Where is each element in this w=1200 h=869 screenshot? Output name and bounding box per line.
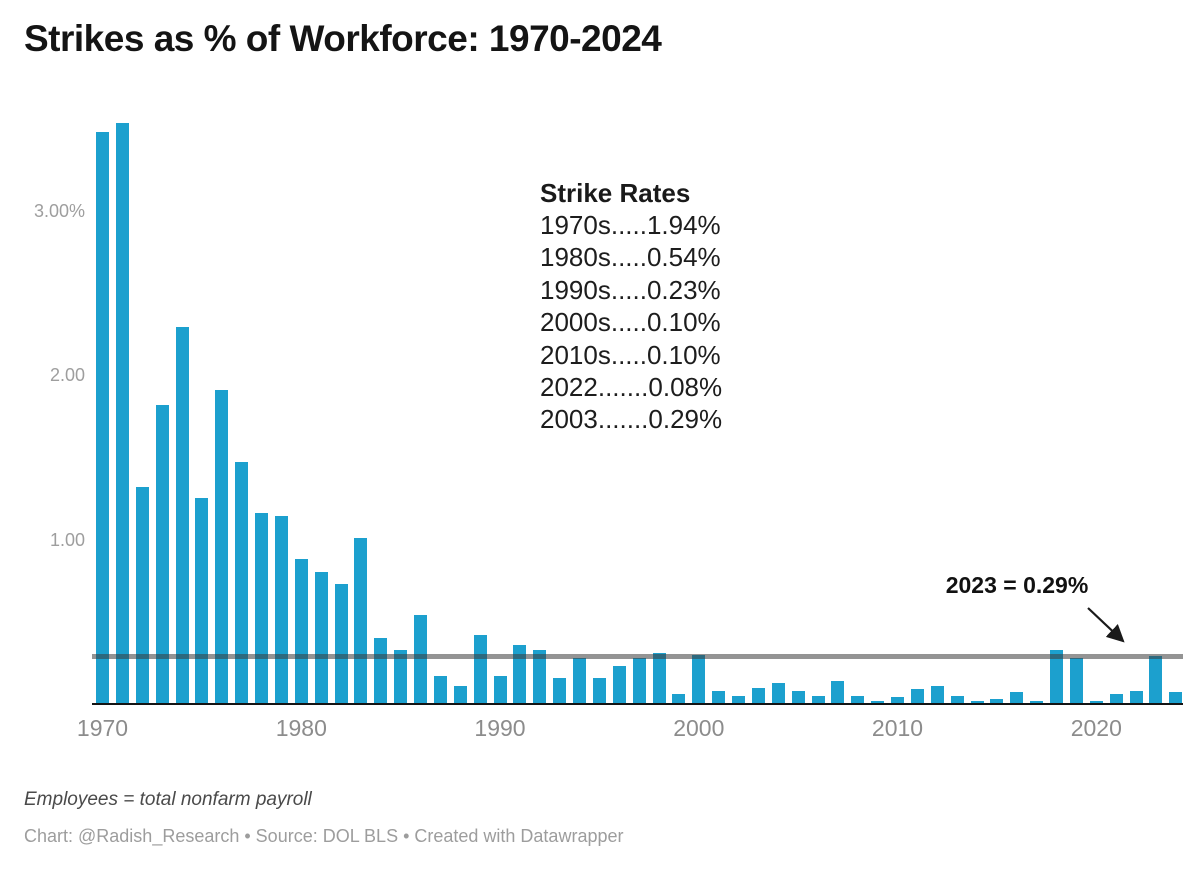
bar-2001[interactable] [712,691,726,704]
strike-rates-line-4: 2010s.....0.10% [540,339,721,370]
bar-1986[interactable] [414,615,427,704]
bar-1976[interactable] [215,390,229,704]
bar-2018[interactable] [1050,650,1063,704]
bar-2024[interactable] [1169,692,1183,704]
bar-1977[interactable] [235,462,249,704]
bar-2023[interactable] [1149,656,1163,704]
strike-rates-line-1: 1980s.....0.54% [540,242,721,273]
bar-1997[interactable] [632,658,646,704]
bar-2017[interactable] [1030,701,1044,704]
strike-rates-annotation: Strike Rates 1970s.....1.94% 1980s.....0.… [540,177,722,436]
bar-2021[interactable] [1109,694,1123,704]
bar-1992[interactable] [533,650,547,704]
page-title: Strikes as % of Workforce: 1970-2024 [24,18,662,59]
callout-arrow-icon [1087,607,1125,643]
bar-1979[interactable] [274,516,288,704]
bar-1989[interactable] [473,635,487,704]
x-tick-1970: 1970 [76,715,129,741]
callout-2023-label: 2023 = 0.29% [945,572,1089,598]
bar-2004[interactable] [771,683,785,704]
bar-2016[interactable] [1010,692,1024,704]
strike-rates-line-6: 2003.......0.29% [540,404,723,435]
bar-1993[interactable] [553,678,567,704]
bar-1980[interactable] [294,559,308,704]
y-tick-3: 3.00% [33,200,85,221]
bar-1982[interactable] [334,584,348,704]
bar-1972[interactable] [135,487,149,704]
bar-2020[interactable] [1089,701,1103,704]
strike-rates-heading: Strike Rates [540,178,691,208]
bar-2003[interactable] [751,688,765,704]
strike-rates-line-5: 2022.......0.08% [540,372,723,403]
bar-1981[interactable] [314,572,328,704]
bar-1978[interactable] [255,513,268,704]
strike-rates-line-2: 1990s.....0.23% [540,274,721,305]
strike-rates-line-0: 1970s.....1.94% [540,210,721,240]
bar-2002[interactable] [732,696,745,704]
bar-2015[interactable] [990,699,1004,704]
bar-2011[interactable] [910,689,924,704]
bar-2013[interactable] [950,696,964,704]
bar-1994[interactable] [573,658,586,704]
strike-rates-line-3: 2000s.....0.10% [540,307,721,338]
bar-2007[interactable] [831,681,845,704]
x-tick-2000: 2000 [673,715,725,741]
x-tick-1980: 1980 [275,715,327,741]
bar-1990[interactable] [493,676,507,704]
bar-1987[interactable] [433,676,447,704]
bar-2022[interactable] [1129,691,1143,704]
bar-2008[interactable] [851,696,865,704]
bar-1988[interactable] [453,686,467,704]
bar-1970[interactable] [96,132,109,704]
bar-2010[interactable] [891,697,904,704]
bar-2012[interactable] [930,686,944,704]
bar-2005[interactable] [791,691,805,704]
footnote: Employees = total nonfarm payroll [24,789,312,810]
x-axis-line [92,703,1183,705]
reference-line-2023 [92,653,1183,659]
bar-1974[interactable] [175,327,189,704]
x-tick-1990: 1990 [474,715,526,741]
bar-1996[interactable] [612,666,626,704]
bar-2014[interactable] [970,701,984,704]
bar-1973[interactable] [155,405,169,704]
x-tick-2010: 2010 [871,715,924,741]
bar-2009[interactable] [871,701,885,704]
bar-1991[interactable] [513,645,527,704]
bar-1983[interactable] [354,538,368,704]
bar-1984[interactable] [374,638,388,704]
bar-1998[interactable] [652,653,666,704]
x-tick-2020: 2020 [1070,715,1122,741]
bar-1975[interactable] [195,498,209,704]
strike-rates-list: 1970s.....1.94% 1980s.....0.54% 1990s.....… [540,209,722,436]
bar-1971[interactable] [115,123,129,704]
byline: Chart: @Radish_Research • Source: DOL BL… [24,826,624,846]
bar-1985[interactable] [394,650,408,704]
y-tick-2: 2.00 [49,365,85,385]
bar-2019[interactable] [1069,658,1083,704]
bar-1995[interactable] [592,678,606,704]
bar-1999[interactable] [672,694,686,704]
bar-2006[interactable] [811,696,825,704]
y-tick-1: 1.00 [49,529,85,550]
bar-2000[interactable] [692,655,706,704]
